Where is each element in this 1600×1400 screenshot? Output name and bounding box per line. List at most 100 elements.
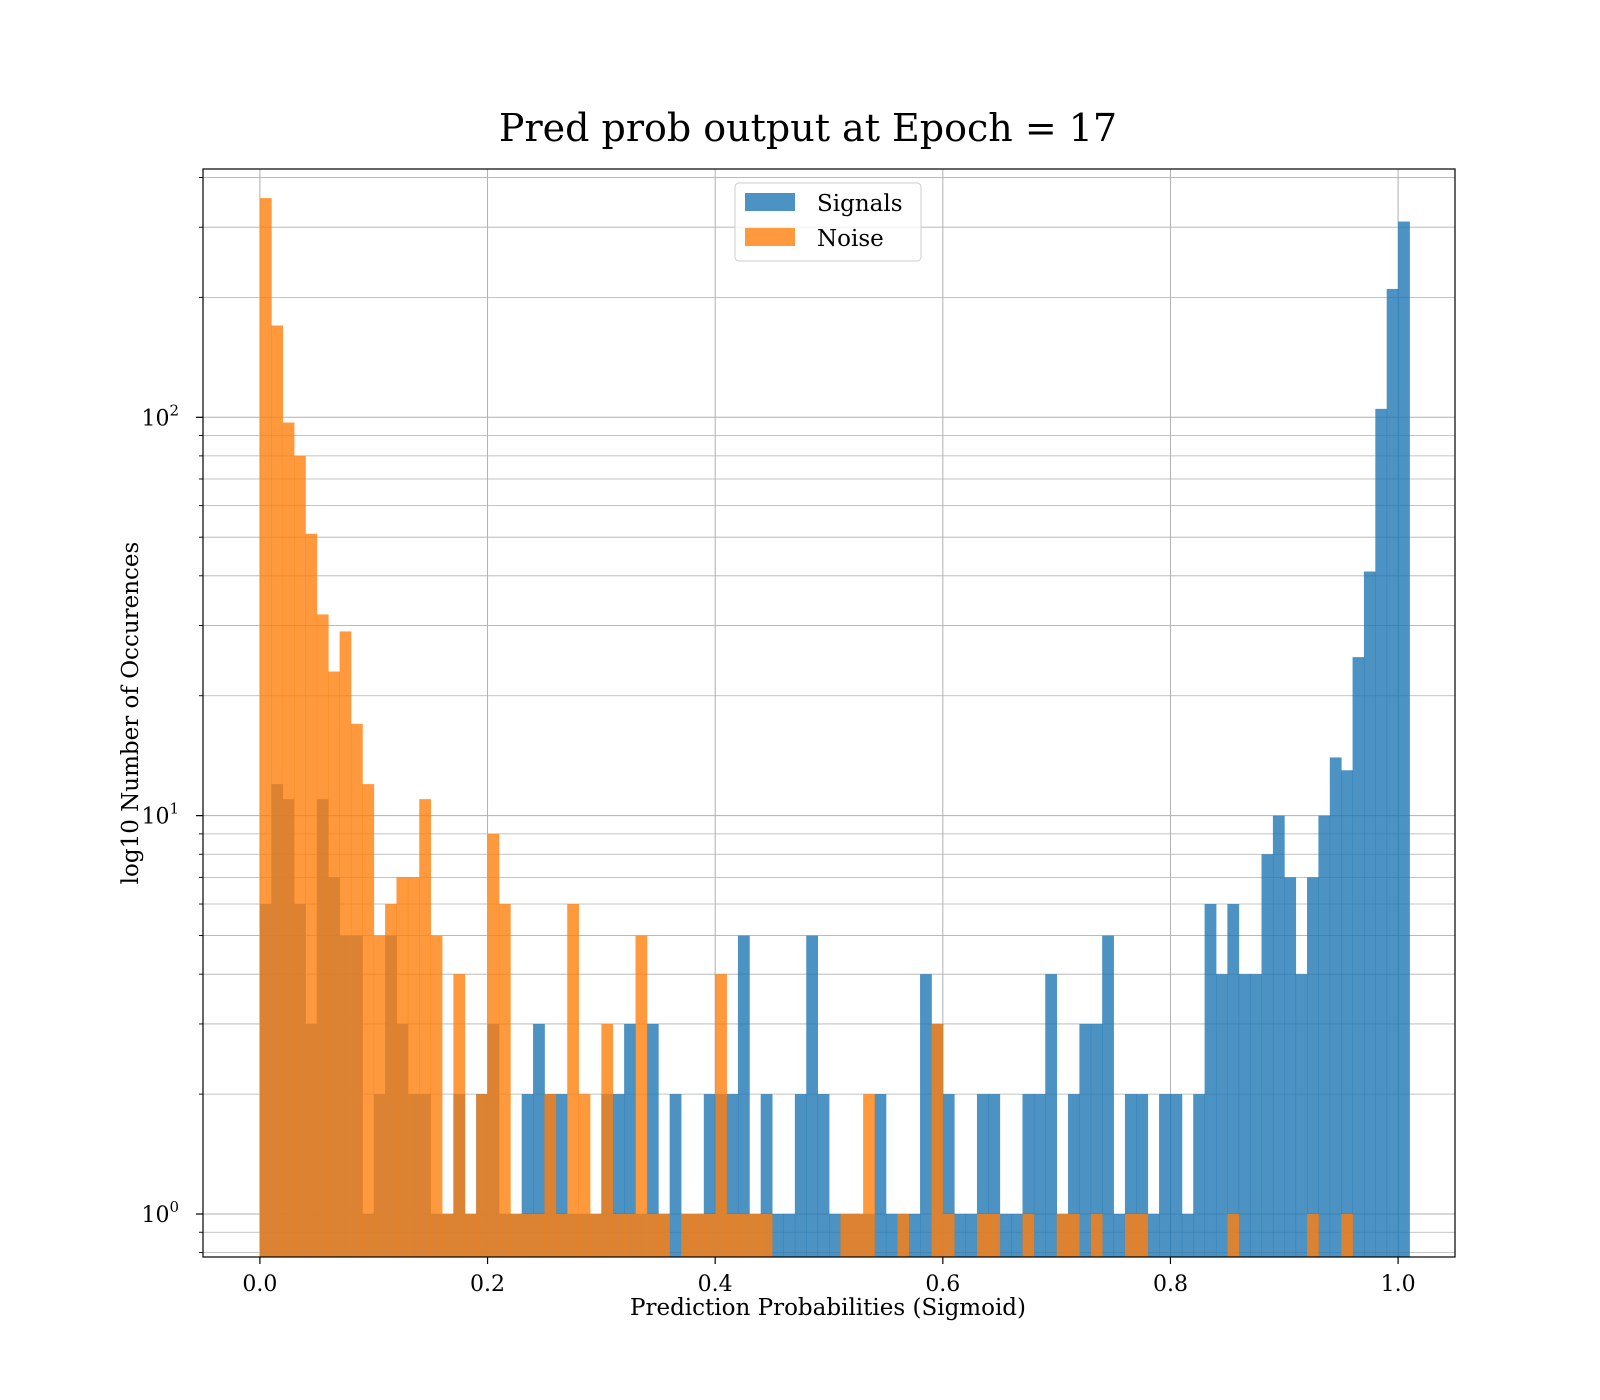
y-tick-label: 102 <box>141 401 179 431</box>
bar-signals <box>1375 408 1388 1257</box>
bar-noise <box>931 1023 944 1257</box>
bar-noise <box>419 799 432 1257</box>
bar-signals <box>1295 974 1308 1257</box>
bar-noise <box>692 1214 705 1257</box>
bar-signals <box>555 1094 568 1257</box>
bar-signals <box>624 1023 636 1257</box>
y-tick-label: 100 <box>141 1198 179 1228</box>
bar-noise <box>1056 1214 1069 1257</box>
bar-noise <box>294 455 306 1257</box>
bar-noise <box>749 1214 762 1257</box>
bar-noise <box>612 1214 625 1257</box>
x-tick-label: 0.2 <box>470 1272 505 1297</box>
bar-signals <box>533 1023 545 1257</box>
x-tick-label: 1.0 <box>1381 1272 1416 1297</box>
bar-signals <box>942 1094 955 1257</box>
bar-signals <box>1090 1023 1103 1257</box>
bar-signals <box>999 1214 1012 1257</box>
bar-noise <box>988 1214 1001 1257</box>
histogram-bars <box>259 198 1410 1258</box>
bar-noise <box>407 877 420 1257</box>
bar-signals <box>1102 935 1114 1257</box>
bar-noise <box>430 935 443 1257</box>
bar-noise <box>726 1214 739 1257</box>
bar-signals <box>1261 854 1274 1257</box>
bar-signals <box>885 1214 898 1257</box>
y-tick-exponent: 2 <box>169 401 179 419</box>
bar-signals <box>646 1023 659 1257</box>
bar-noise <box>476 1094 488 1257</box>
bar-signals <box>920 974 932 1257</box>
bar-noise <box>646 1214 659 1257</box>
bar-signals <box>1011 1214 1023 1257</box>
bar-signals <box>1181 1214 1194 1257</box>
bar-signals <box>806 935 819 1257</box>
bar-signals <box>669 1094 682 1257</box>
bar-signals <box>1398 221 1410 1258</box>
bar-noise <box>533 1214 545 1257</box>
x-axis-label: Prediction Probabilities (Sigmoid) <box>630 1295 1026 1321</box>
bar-signals <box>760 1094 773 1257</box>
bar-noise <box>1022 1214 1035 1257</box>
bar-noise <box>316 614 329 1257</box>
bar-signals <box>1136 1094 1149 1257</box>
bar-signals <box>1193 1094 1205 1257</box>
y-tick-exponent: 0 <box>169 1198 179 1216</box>
bar-noise <box>715 974 727 1257</box>
bar-signals <box>772 1214 784 1257</box>
legend-swatch-signals <box>745 193 795 211</box>
bar-noise <box>897 1214 910 1257</box>
bar-signals <box>1352 657 1365 1257</box>
bar-noise <box>362 784 375 1257</box>
bar-noise <box>305 533 318 1257</box>
series-noise <box>259 198 1353 1258</box>
legend: Signals Noise <box>734 182 922 262</box>
bar-noise <box>328 671 340 1257</box>
bar-noise <box>1124 1214 1137 1257</box>
bar-noise <box>760 1214 773 1257</box>
bar-noise <box>442 1214 454 1257</box>
bar-noise <box>282 422 295 1257</box>
x-tick-label: 0.8 <box>1153 1272 1188 1297</box>
bar-signals <box>1250 974 1262 1257</box>
bar-noise <box>976 1214 989 1257</box>
bar-noise <box>840 1214 853 1257</box>
bar-signals <box>1341 770 1353 1257</box>
bar-noise <box>601 1023 614 1257</box>
bar-noise <box>555 1214 568 1257</box>
bar-signals <box>1238 974 1251 1257</box>
bar-noise <box>1307 1214 1319 1257</box>
bar-noise <box>544 1094 557 1257</box>
bar-noise <box>453 974 466 1257</box>
legend-swatch-noise <box>745 228 795 246</box>
bar-noise <box>624 1214 636 1257</box>
bar-signals <box>1307 877 1319 1257</box>
bar-noise <box>1341 1214 1353 1257</box>
bar-noise <box>635 935 648 1257</box>
bar-signals <box>829 1214 841 1257</box>
bar-noise <box>521 1214 534 1257</box>
bar-signals <box>1159 1094 1171 1257</box>
bar-noise <box>737 1214 750 1257</box>
y-axis-label: log10 Number of Occurences <box>118 542 144 885</box>
bar-signals <box>1318 815 1331 1257</box>
bar-signals <box>703 1094 716 1257</box>
x-tick-label: 0.4 <box>698 1272 733 1297</box>
bar-signals <box>1068 1094 1080 1257</box>
bar-signals <box>1147 1214 1160 1257</box>
x-tick-label: 0.6 <box>925 1272 960 1297</box>
bar-noise <box>373 935 386 1257</box>
bar-signals <box>874 1094 887 1257</box>
bar-noise <box>578 1094 591 1257</box>
bar-noise <box>863 1094 875 1257</box>
bar-noise <box>498 904 511 1257</box>
bar-signals <box>1045 974 1058 1257</box>
bar-signals <box>1386 288 1399 1258</box>
bar-signals <box>1079 1023 1092 1257</box>
legend-label-signals: Signals <box>817 191 903 217</box>
bar-signals <box>612 1094 625 1257</box>
bar-noise <box>339 631 352 1257</box>
bar-noise <box>567 904 579 1257</box>
y-tick-label: 101 <box>141 800 179 830</box>
bar-signals <box>1124 1094 1137 1257</box>
